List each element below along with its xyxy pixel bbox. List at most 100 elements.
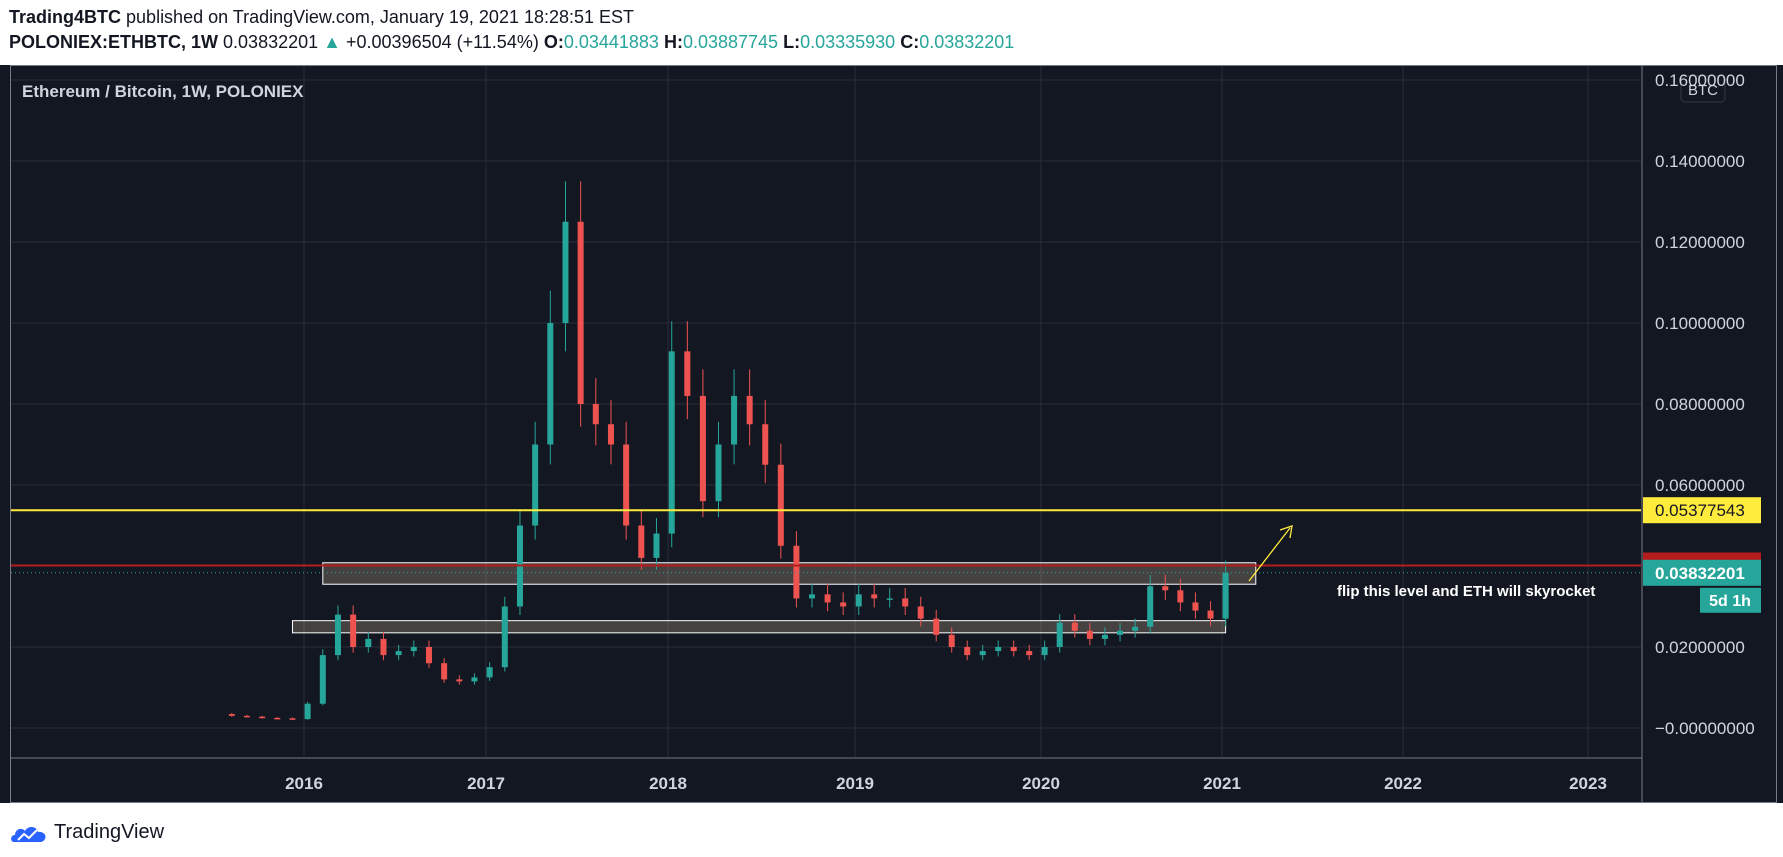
arrow-annotation[interactable] (1248, 525, 1293, 582)
x-tick-label: 2021 (1203, 774, 1241, 793)
candle-body (638, 525, 645, 558)
candle-body (731, 395, 738, 445)
price-axis: 0.16000000 0.14000000 0.12000000 0.10000000… (1655, 71, 1755, 738)
candle-body (532, 444, 539, 526)
candle-body (762, 424, 769, 465)
candle-body (607, 424, 614, 445)
candle-body (948, 634, 955, 647)
chart-grid (11, 66, 1641, 757)
level-lines (11, 509, 1641, 574)
candle-body (1041, 647, 1048, 656)
currency-badge-label: BTC (1688, 82, 1718, 99)
low-value: 0.03335930 (800, 32, 896, 52)
candle-body (562, 221, 569, 323)
candle-body (319, 655, 326, 704)
x-tick-label: 2017 (467, 774, 505, 793)
x-tick-label: 2019 (836, 774, 874, 793)
y-tick-label: 0.08000000 (1655, 395, 1745, 414)
candle-body (1177, 590, 1184, 603)
candle-body (995, 647, 1002, 652)
price-chart[interactable]: Ethereum / Bitcoin, 1W, POLONIEX BTC 0.1… (0, 0, 1783, 803)
y-tick-label: 0.12000000 (1655, 233, 1745, 252)
candle-body (1010, 647, 1017, 652)
low-label: L: (783, 32, 801, 52)
candle-body (1207, 610, 1214, 619)
annotation-text[interactable]: flip this level and ETH will skyrocket (1337, 583, 1595, 600)
tradingview-brand: TradingView (54, 821, 165, 843)
candle-body (715, 444, 722, 502)
candle-body (684, 351, 691, 396)
publish-line: Trading4BTC published on TradingView.com… (9, 6, 634, 28)
candle-body (380, 638, 387, 656)
footer: TradingView (0, 803, 1783, 857)
candle-body (808, 594, 815, 599)
currency-badge[interactable]: BTC (1680, 75, 1726, 103)
y-tick-label: 0.16000000 (1655, 71, 1745, 90)
candle-body (1071, 622, 1078, 631)
candle-body (243, 715, 250, 718)
up-triangle-icon: ▲ (323, 32, 341, 52)
candle-body (274, 717, 281, 720)
time-axis: 2016 2017 2018 2019 2020 2021 2022 2023 (285, 774, 1607, 793)
last-price-badge-label: 0.03832201 (1655, 564, 1745, 583)
candle-body (259, 716, 266, 719)
candle-body (441, 663, 448, 680)
tradingview-logo[interactable]: TradingView (10, 821, 164, 844)
symbol-line: POLONIEX:ETHBTC, 1W 0.03832201 ▲ +0.0039… (9, 31, 1014, 53)
tradingview-cloud-icon (11, 826, 46, 842)
support-resistance-zone (291, 620, 1227, 634)
candle-body (350, 614, 357, 647)
candle-body (793, 545, 800, 599)
candle-body (547, 323, 554, 445)
candle-body (365, 638, 372, 647)
y-tick-label: 0.02000000 (1655, 638, 1745, 657)
candle-body (623, 444, 630, 526)
symbol-label: POLONIEX:ETHBTC, 1W (9, 32, 219, 52)
candle-body (933, 618, 940, 635)
candle-body (699, 395, 706, 502)
candle-body (1056, 622, 1063, 647)
y-tick-label: 0.06000000 (1655, 476, 1745, 495)
support-resistance-zone (322, 562, 1257, 585)
high-value: 0.03887745 (682, 32, 779, 52)
candle-body (1117, 630, 1124, 635)
y-tick-label: 0.14000000 (1655, 152, 1745, 171)
candle-body (871, 594, 878, 599)
candle-body (979, 651, 986, 656)
open-value: 0.03441883 (563, 32, 659, 52)
author-name[interactable]: Trading4BTC (9, 7, 122, 27)
candle-body (456, 679, 463, 682)
open-label: O: (543, 32, 564, 52)
candle-body (471, 677, 478, 682)
x-tick-label: 2016 (285, 774, 323, 793)
candle-body (289, 718, 296, 720)
candle-body (410, 647, 417, 652)
candle-body (1086, 630, 1093, 639)
candle-body (1132, 626, 1139, 631)
candle-body (886, 598, 893, 600)
last-price: 0.03832201 (223, 32, 319, 52)
countdown-badge (1700, 587, 1761, 613)
candle-body (1192, 602, 1199, 611)
publish-header: Trading4BTC published on TradingView.com… (0, 0, 1783, 65)
candle-body (840, 602, 847, 607)
candle-body (1162, 586, 1169, 591)
candle-body (824, 594, 831, 603)
published-text: published on TradingView.com, January 19… (126, 7, 635, 27)
candle-body (902, 598, 909, 607)
chart-frame[interactable] (10, 65, 1777, 803)
x-tick-label: 2018 (649, 774, 687, 793)
level-badge (1643, 497, 1761, 524)
candle-body (777, 464, 784, 546)
candle-body (304, 703, 311, 720)
candle-body (334, 614, 341, 656)
x-tick-label: 2020 (1022, 774, 1060, 793)
level-badge-label: 0.05377543 (1655, 501, 1745, 520)
candle-body (964, 647, 971, 656)
candle-body (501, 606, 508, 668)
x-tick-label: 2022 (1384, 774, 1422, 793)
last-price-badge (1643, 559, 1761, 586)
candle-body (228, 714, 235, 716)
close-label: C: (900, 32, 920, 52)
